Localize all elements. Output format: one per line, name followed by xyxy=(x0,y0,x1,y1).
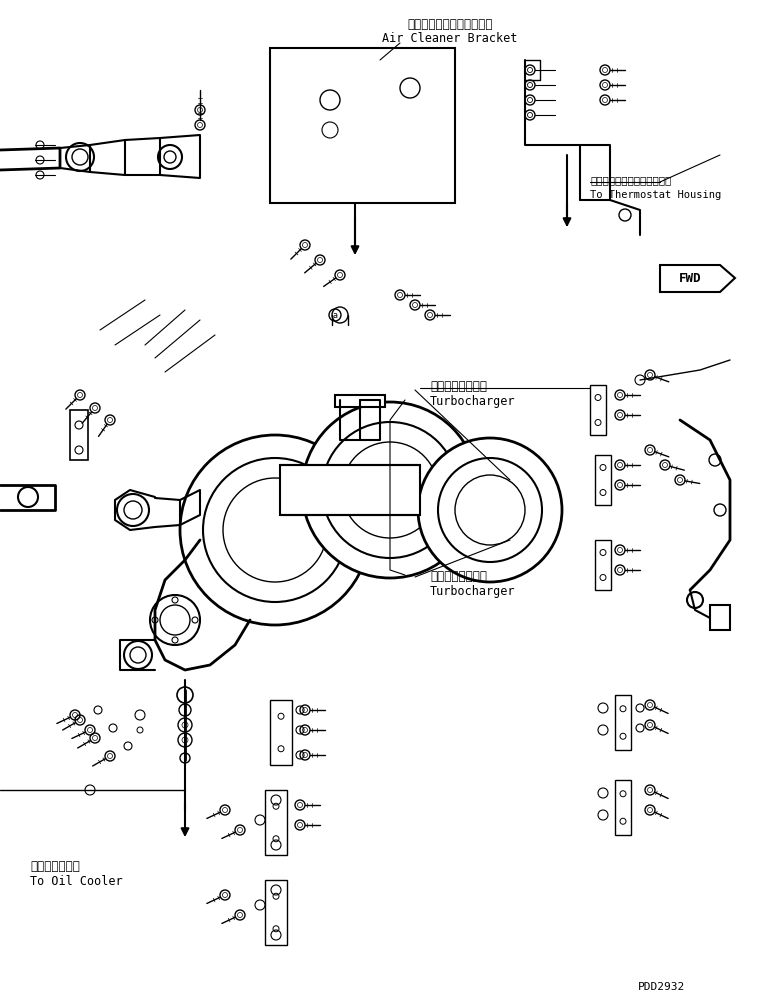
Bar xyxy=(70,410,88,460)
Circle shape xyxy=(302,402,478,578)
Bar xyxy=(270,48,455,203)
Bar xyxy=(595,540,611,590)
Text: FWD: FWD xyxy=(679,272,702,285)
Bar xyxy=(265,790,287,855)
Polygon shape xyxy=(660,265,735,292)
Circle shape xyxy=(150,595,200,645)
Text: a: a xyxy=(332,310,338,319)
Circle shape xyxy=(18,487,38,507)
Text: サーモスタットハウジングへ: サーモスタットハウジングへ xyxy=(590,175,671,185)
Bar xyxy=(590,385,606,435)
Bar xyxy=(710,605,730,630)
Bar xyxy=(280,465,420,515)
Text: To Thermostat Housing: To Thermostat Housing xyxy=(590,190,721,200)
Bar xyxy=(615,780,631,835)
Text: ターボチャージャ: ターボチャージャ xyxy=(430,380,487,393)
Bar xyxy=(595,455,611,505)
Text: ターボチャージャ: ターボチャージャ xyxy=(430,570,487,583)
Circle shape xyxy=(66,143,94,171)
Bar xyxy=(265,880,287,945)
Text: エアークリーナブラケット: エアークリーナブラケット xyxy=(407,18,493,31)
Bar xyxy=(335,395,385,407)
Bar xyxy=(615,695,631,750)
Text: Turbocharger: Turbocharger xyxy=(430,585,515,598)
Bar xyxy=(270,700,292,765)
Text: To Oil Cooler: To Oil Cooler xyxy=(30,875,123,888)
Circle shape xyxy=(117,494,149,526)
Text: オイルクーラへ: オイルクーラへ xyxy=(30,860,80,873)
Text: Turbocharger: Turbocharger xyxy=(430,395,515,408)
Circle shape xyxy=(124,641,152,669)
Circle shape xyxy=(158,145,182,169)
Circle shape xyxy=(177,687,193,703)
Circle shape xyxy=(687,592,703,608)
Text: PDD2932: PDD2932 xyxy=(638,982,685,992)
Text: Air Cleaner Bracket: Air Cleaner Bracket xyxy=(383,32,518,45)
Circle shape xyxy=(180,435,370,625)
Circle shape xyxy=(418,438,562,582)
